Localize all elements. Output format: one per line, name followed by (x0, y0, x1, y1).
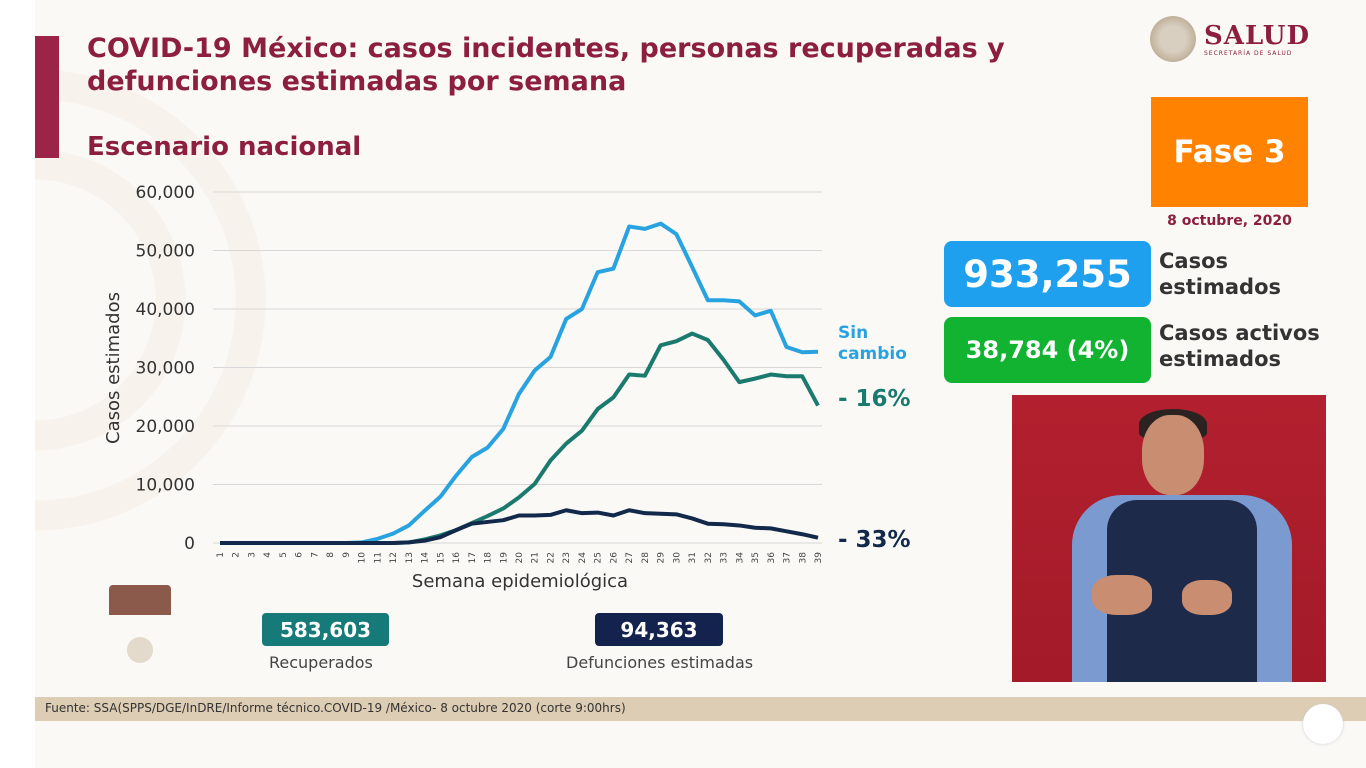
x-tick-label: 36 (767, 552, 777, 564)
end-label-recuperados: - 16% (838, 386, 911, 412)
x-tick-label: 27 (625, 552, 635, 563)
x-tick-label: 24 (578, 552, 588, 564)
y-tick-label: 60,000 (136, 183, 195, 203)
x-tick-label: 29 (657, 552, 667, 564)
cases-total-box: 933,255 (944, 241, 1151, 307)
gobierno-mexico-logo (105, 585, 175, 675)
x-tick-label: 28 (641, 552, 651, 564)
x-tick-label: 4 (263, 552, 273, 558)
x-tick-label: 33 (720, 552, 730, 563)
x-tick-label: 39 (814, 552, 824, 564)
background-ornament (35, 0, 295, 700)
x-tick-label: 12 (389, 552, 399, 563)
end-label-casos: cambio (838, 344, 907, 364)
active-label-line2: estimados (1159, 347, 1281, 371)
recovered-badge: 583,603 (262, 613, 389, 646)
x-tick-label: 16 (452, 552, 462, 564)
logo-text: SALUD (1204, 20, 1311, 51)
phase-date: 8 octubre, 2020 (1167, 213, 1292, 229)
x-tick-label: 34 (735, 552, 745, 564)
x-tick-label: 5 (279, 552, 289, 558)
active-cases-label: Casos activos estimados (1159, 320, 1320, 372)
x-tick-label: 21 (531, 552, 541, 563)
cases-label-line1: Casos (1159, 249, 1229, 273)
active-cases-box: 38,784 (4%) (944, 317, 1151, 383)
x-tick-label: 19 (499, 552, 509, 564)
title-accent-bar (35, 36, 59, 158)
y-tick-label: 50,000 (136, 242, 195, 262)
x-tick-label: 9 (342, 552, 352, 558)
cases-label-line2: estimados (1159, 275, 1281, 299)
x-tick-label: 17 (468, 552, 478, 563)
x-tick-label: 13 (405, 552, 415, 563)
logo-subtext: SECRETARÍA DE SALUD (1204, 49, 1293, 57)
x-tick-label: 2 (232, 552, 242, 558)
x-tick-label: 38 (798, 552, 808, 564)
x-tick-label: 22 (546, 552, 556, 563)
x-tick-label: 11 (373, 552, 383, 563)
x-tick-label: 6 (295, 552, 305, 558)
active-label-line1: Casos activos (1159, 321, 1320, 345)
series-line-recuperados (220, 331, 820, 545)
x-tick-label: 32 (704, 552, 714, 563)
deaths-label: Defunciones estimadas (566, 653, 754, 672)
page-subtitle: Escenario nacional (87, 132, 362, 162)
x-tick-label: 8 (326, 552, 336, 558)
x-tick-label: 15 (436, 552, 446, 563)
cases-label: Casos estimados (1159, 248, 1281, 300)
y-axis-title: Casos estimados (103, 292, 124, 444)
x-tick-label: 3 (247, 552, 257, 558)
sign-language-interpreter-video (1012, 395, 1326, 682)
x-tick-label: 18 (484, 552, 494, 564)
y-tick-label: 40,000 (136, 300, 195, 320)
x-tick-label: 37 (783, 552, 793, 563)
x-tick-label: 23 (562, 552, 572, 563)
end-label-casos: Sin (838, 323, 868, 343)
x-tick-label: 26 (609, 552, 619, 564)
x-tick-label: 31 (688, 552, 698, 563)
deaths-badge: 94,363 (595, 613, 723, 646)
series-line-defunciones (220, 508, 819, 545)
x-tick-label: 10 (358, 552, 368, 564)
y-tick-label: 0 (184, 534, 195, 554)
source-footer: Fuente: SSA(SPPS/DGE/InDRE/Informe técni… (35, 697, 1366, 721)
x-tick-label: 20 (515, 552, 525, 564)
x-axis-title: Semana epidemiológica (412, 571, 628, 592)
x-tick-label: 1 (216, 552, 226, 558)
end-label-defunciones: - 33% (838, 527, 911, 553)
y-tick-label: 30,000 (136, 359, 195, 379)
x-tick-label: 7 (310, 552, 320, 558)
x-tick-label: 14 (421, 552, 431, 564)
y-tick-label: 10,000 (136, 476, 195, 496)
y-tick-label: 20,000 (136, 417, 195, 437)
x-tick-label: 35 (751, 552, 761, 563)
national-seal-icon (1150, 16, 1196, 62)
salud-logo: SALUD SECRETARÍA DE SALUD (1150, 16, 1310, 62)
recovered-label: Recuperados (269, 653, 373, 672)
page-title: COVID-19 México: casos incidentes, perso… (87, 33, 1005, 97)
corner-logo (1303, 704, 1343, 744)
x-tick-label: 25 (594, 552, 604, 563)
x-tick-label: 30 (672, 552, 682, 564)
source-text: Fuente: SSA(SPPS/DGE/InDRE/Informe técni… (45, 701, 626, 715)
phase-badge: Fase 3 (1151, 97, 1308, 207)
